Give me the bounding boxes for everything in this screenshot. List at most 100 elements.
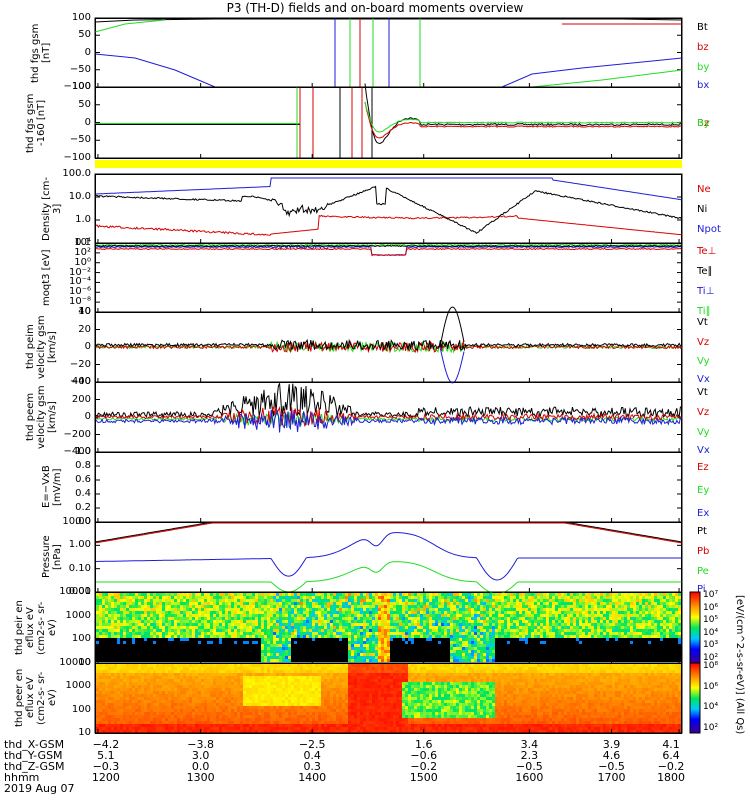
- colorbar-2: [689, 662, 701, 734]
- series-Vz: [95, 405, 682, 427]
- series-Pi: [96, 532, 682, 581]
- series-Bt: [364, 83, 682, 145]
- legend-Vz: Vz: [697, 337, 710, 348]
- y-tick-label: 0.8: [75, 460, 91, 471]
- x-tick-value: 1400: [298, 771, 327, 784]
- y-tick-label: 100: [71, 703, 91, 715]
- series-Npot: [95, 177, 682, 201]
- series-bx: [94, 53, 216, 88]
- series-Te∥: [96, 244, 682, 248]
- legend-Ex: Ex: [697, 508, 710, 519]
- x-row-label: thd_X-GSM: [4, 738, 65, 751]
- x-tick-value: −0.5: [516, 760, 543, 773]
- y-tick-label: 0: [84, 46, 91, 58]
- colorbar-tick: 10⁴: [703, 702, 719, 713]
- legend-Vx: Vx: [697, 374, 710, 385]
- legend-Pe: Pe: [697, 566, 709, 577]
- y-tick-label: −50: [69, 134, 91, 146]
- series-Vt: [439, 306, 465, 348]
- x-tick-value: 6.4: [662, 749, 680, 762]
- y-tick-label: 400: [71, 376, 91, 387]
- y-tick-label: 10.0: [68, 191, 91, 202]
- spectrogram-2: [96, 664, 681, 733]
- y-tick-label: 10000: [59, 657, 91, 668]
- legend-Vt: Vt: [697, 317, 708, 328]
- flag-bar: [95, 160, 682, 168]
- legend-Ez: Ez: [697, 462, 709, 473]
- y-tick-label: 50: [78, 29, 91, 41]
- series-by: [531, 69, 683, 88]
- series-Pt: [95, 521, 682, 543]
- colorbar-1: [689, 591, 701, 664]
- legend-Pt: Pt: [697, 526, 707, 537]
- y-tick-label: 10⁻⁶: [68, 286, 91, 298]
- y-tick-label: 20: [78, 323, 91, 335]
- legend-Te∥: Te∥: [697, 266, 713, 277]
- x-tick-value: 3.4: [520, 738, 539, 751]
- x-tick-value: −2.5: [298, 738, 326, 751]
- y-tick-label: −20: [69, 358, 91, 370]
- legend-Ey: Ey: [697, 485, 710, 496]
- y-tick-label: 10⁻⁸: [68, 296, 91, 308]
- series-Bt: [94, 18, 683, 23]
- panel-frame: [94, 451, 683, 523]
- y-tick-label: 0.01: [68, 586, 91, 597]
- series-By: [364, 101, 682, 133]
- x-tick-value: −0.2: [410, 760, 438, 773]
- series-Vt: [95, 381, 682, 419]
- y-tick-label: −100: [63, 81, 91, 92]
- x-tick-value: 3.0: [191, 749, 210, 762]
- y-tick-label: 10000: [59, 586, 91, 597]
- x-tick-value: −0.3: [92, 760, 120, 773]
- y-tick-label: 0.6: [75, 474, 91, 485]
- legend-Vx: Vx: [697, 445, 710, 456]
- x-tick-value: −0.5: [598, 760, 625, 773]
- series-Pb: [95, 522, 682, 544]
- legend-Vy: Vy: [697, 356, 710, 367]
- x-tick-value: 1600: [515, 771, 544, 784]
- y-tick-label: 0.10: [68, 562, 91, 574]
- x-tick-value: 1.6: [414, 738, 433, 751]
- series-Vt: [95, 338, 682, 352]
- x-tick-value: −0.2: [657, 760, 685, 773]
- x-row-label: thd_Z-GSM: [4, 760, 65, 773]
- legend-bx: bx: [697, 80, 710, 91]
- y-tick-label: 1.00: [68, 539, 91, 551]
- y-tick-label: 40: [78, 306, 91, 317]
- chart-title: P3 (TH-D) fields and on-board moments ov…: [226, 1, 524, 15]
- colorbar-tick: 10⁶: [703, 681, 719, 692]
- x-tick-value: −0.6: [410, 749, 438, 762]
- y-tick-label: 200: [71, 393, 91, 405]
- x-tick-value: 2.3: [520, 749, 539, 762]
- colorbar-tick: 10⁶: [703, 602, 719, 613]
- spectrogram-1: [96, 593, 681, 662]
- series-Ti⊥: [95, 244, 682, 256]
- colorbar-tick: 10⁷: [703, 590, 719, 600]
- x-tick-value: 0.4: [303, 749, 321, 762]
- legend-Ne: Ne: [697, 184, 711, 195]
- series-by: [94, 19, 166, 33]
- x-tick-value: 1700: [597, 771, 626, 784]
- y-tick-label: 10: [78, 306, 91, 317]
- colorbar-tick: 10⁸: [703, 661, 719, 671]
- y-tick-label: 0: [84, 341, 91, 352]
- y-tick-label: 1000: [65, 680, 91, 692]
- legend-bz: bz: [697, 42, 709, 53]
- colorbar-tick: 10³: [703, 640, 719, 651]
- legend-Ti⊥: Ti⊥: [697, 286, 715, 297]
- series-Ni: [95, 185, 682, 234]
- x-tick-value: −4.2: [92, 738, 120, 751]
- colorbar-tick: 10²: [703, 723, 719, 733]
- colorbar-tick: 10⁵: [703, 615, 719, 626]
- x-tick-value: 1500: [409, 771, 438, 784]
- x-tick-value: 0.0: [191, 760, 210, 773]
- legend-Bz: Bz: [697, 118, 710, 129]
- y-tick-label: 0: [84, 411, 91, 422]
- x-tick-value: −3.8: [187, 738, 215, 751]
- y-tick-label: 1.0: [75, 446, 91, 457]
- series-Pe: [96, 561, 682, 595]
- y-tick-label: 10.00: [62, 516, 91, 527]
- y-tick-label: 0.2: [75, 502, 91, 513]
- x-tick-value: 4.6: [602, 749, 621, 762]
